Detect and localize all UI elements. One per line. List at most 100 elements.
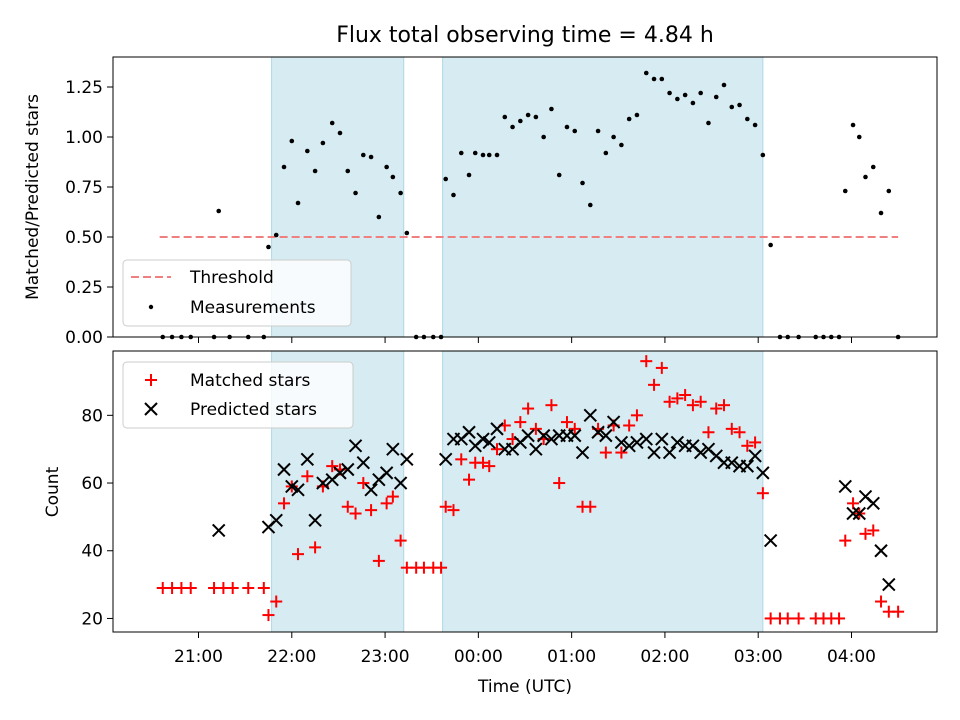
ratio-panel: 0.00 0.25 0.50 0.75 1.00 1.25 Flux total obse… — [23, 23, 938, 348]
measurement-point — [466, 172, 472, 178]
predicted-star-point — [379, 466, 394, 480]
ratio-panel-frame — [112, 56, 938, 338]
predicted-star-point — [575, 445, 590, 460]
predicted-star-point — [670, 435, 685, 450]
measurement-point — [595, 128, 601, 134]
matched-star-point — [710, 402, 723, 415]
predicted-star-point — [490, 422, 504, 436]
predicted-star-point — [693, 445, 708, 460]
measurement-point — [634, 112, 640, 118]
predicted-star-point — [568, 428, 582, 443]
measurement-point — [289, 138, 295, 144]
predicted-star-point — [521, 428, 535, 443]
ratio-legend-box — [122, 259, 352, 327]
predicted-star-point — [725, 456, 739, 470]
time-axis-label: Time (UTC) — [477, 677, 572, 697]
measurement-point — [329, 120, 335, 126]
matched-star-point — [455, 453, 468, 466]
matched-star-point — [847, 497, 860, 510]
measurement-point — [667, 90, 672, 96]
matched-star-point — [630, 409, 643, 422]
matched-star-point — [257, 581, 270, 594]
measurement-point — [295, 200, 301, 206]
measurement-point — [384, 164, 389, 170]
predicted-star-point — [583, 408, 598, 423]
matched-star-point — [447, 504, 460, 517]
matched-star-point — [733, 426, 746, 439]
matched-star-point — [892, 605, 905, 618]
predicted-star-point — [529, 442, 543, 456]
observing-window-2 — [442, 350, 764, 633]
measurement-point — [305, 148, 310, 154]
matched-star-point — [522, 402, 535, 415]
measurement-point — [603, 150, 609, 156]
measurement-point — [856, 134, 862, 140]
predicted-star-point — [748, 449, 762, 463]
matched-star-point — [262, 609, 275, 622]
predicted-star-point — [291, 483, 305, 497]
predicted-star-point — [300, 452, 315, 467]
predicted-star-point — [269, 513, 283, 527]
measurement-point — [458, 150, 464, 156]
measurement-point — [494, 152, 500, 158]
matched-star-point — [640, 355, 653, 368]
matched-star-point — [514, 416, 527, 429]
time-x-tick-label: 00:00 — [454, 647, 503, 667]
matched-star-point — [584, 500, 597, 513]
predicted-star-point — [536, 428, 551, 443]
ratio-y-tick-label: 0.75 — [65, 178, 103, 198]
matched-star-point — [568, 422, 581, 435]
measurement-point — [729, 104, 735, 110]
matched-star-point — [679, 389, 692, 402]
matched-star-point — [483, 460, 496, 473]
measurement-point — [659, 76, 665, 82]
ratio-y-tick-label: 0.50 — [65, 228, 103, 248]
measurement-point — [587, 202, 593, 208]
measurement-point — [863, 174, 868, 180]
measurement-point — [713, 94, 719, 100]
measurement-point — [768, 242, 773, 248]
time-x-tick-label: 02:00 — [640, 647, 689, 667]
measurement-point — [486, 152, 492, 158]
predicted-star-point — [277, 462, 291, 477]
measurement-point — [281, 164, 287, 170]
count-panel-frame — [112, 350, 938, 633]
measurement-point — [682, 92, 688, 98]
measurement-point — [870, 164, 876, 170]
measurement-point — [549, 106, 554, 112]
chart-title: Flux total observing time = 4.84 h — [336, 23, 714, 48]
predicted-star-point — [662, 445, 677, 460]
predicted-star-point — [462, 425, 476, 439]
predicted-star-point — [756, 466, 770, 480]
matched-star-point — [380, 497, 393, 510]
predicted-star-point — [838, 479, 852, 494]
predicted-star-point — [393, 476, 408, 490]
predicted-star-point — [622, 439, 636, 453]
predicted-star-point — [348, 439, 363, 453]
predicted-star-point — [482, 435, 496, 450]
measurement-point — [533, 114, 539, 120]
time-x-tick-label: 23:00 — [361, 647, 410, 667]
time-x-tick-label: 04:00 — [827, 647, 876, 667]
ratio-y-tick-label: 0.00 — [65, 328, 103, 348]
measurement-point — [556, 172, 562, 178]
matched-star-point — [529, 422, 542, 435]
matched-star-point — [623, 419, 636, 432]
measurement-point — [737, 102, 742, 108]
matched-star-point — [491, 443, 504, 456]
measurement-point — [651, 76, 657, 82]
matched-star-point — [648, 378, 661, 391]
predicted-star-point — [630, 435, 644, 450]
legend-matched-label: Matched stars — [190, 371, 310, 391]
legend-predicted-swatch — [144, 402, 158, 416]
measurement-point — [216, 208, 222, 214]
measurement-point — [273, 232, 279, 238]
matched-star-point — [655, 361, 668, 374]
matched-star-point — [349, 507, 362, 520]
matched-star-point — [859, 527, 872, 540]
measurement-point — [842, 188, 848, 194]
matched-star-point — [394, 534, 407, 547]
measurement-point — [353, 190, 358, 196]
measurement-point — [886, 188, 892, 194]
predicted-star-point — [740, 459, 755, 473]
